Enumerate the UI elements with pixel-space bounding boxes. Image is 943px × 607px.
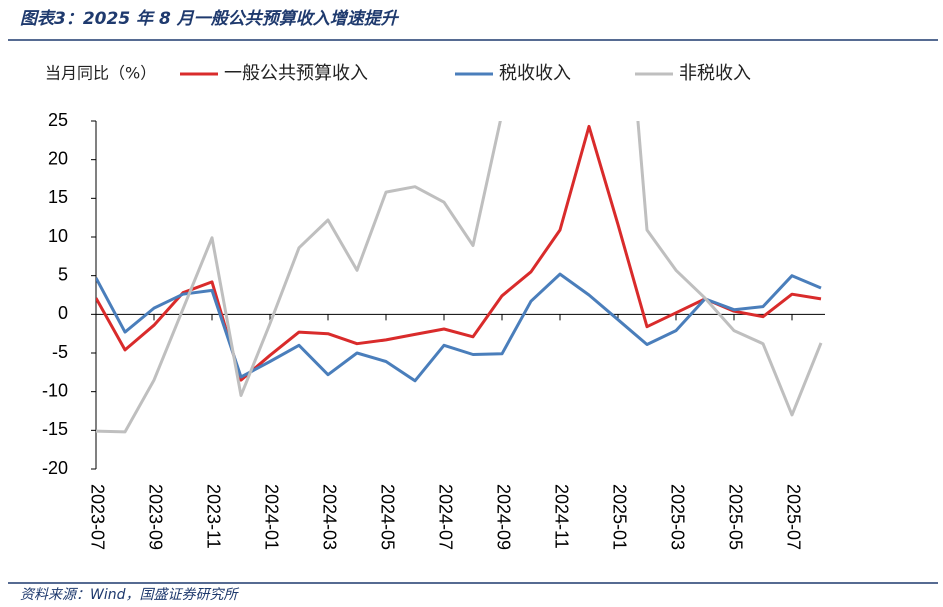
- x-tick-label: 2025-03: [667, 484, 687, 550]
- y-tick-label: -10: [42, 380, 68, 400]
- x-tick-label: 2025-07: [783, 484, 803, 550]
- x-tick-label: 2024-05: [377, 484, 397, 550]
- x-tick-label: 2024-03: [319, 484, 339, 550]
- y-tick-label: 20: [48, 148, 68, 168]
- y-tick-label: -20: [42, 458, 68, 478]
- x-tick-label: 2023-11: [203, 484, 223, 549]
- line-series: [96, 124, 822, 382]
- y-tick-label: 10: [48, 226, 68, 246]
- x-tick-label: 2023-09: [145, 484, 165, 550]
- y-tick-label: 0: [58, 303, 68, 323]
- x-tick-label: 2023-07: [87, 484, 107, 550]
- source: 资料来源：Wind，国盛证券研究所: [20, 587, 239, 603]
- y-tick-label: 5: [58, 264, 68, 284]
- chart-title: 图表3：2025 年 8 月一般公共预算收入增速提升: [20, 9, 400, 29]
- y-axis-label: 当月同比（%）: [45, 64, 156, 83]
- line-series: [96, 121, 823, 434]
- x-tick-label: 2024-07: [435, 484, 455, 550]
- y-tick-label: 15: [48, 187, 68, 207]
- x-tick-label: 2024-11: [551, 484, 571, 549]
- legend-label: 非税收入: [679, 63, 751, 84]
- y-tick-label: -5: [52, 342, 68, 362]
- y-tick-label: -15: [42, 419, 68, 439]
- y-tick-label: 25: [48, 110, 68, 130]
- legend-label: 一般公共预算收入: [224, 63, 368, 84]
- x-tick-label: 2024-01: [261, 484, 281, 550]
- plot-area: [96, 121, 823, 434]
- x-tick-label: 2025-05: [725, 484, 745, 550]
- line-series: [96, 272, 822, 383]
- x-tick-label: 2025-01: [609, 484, 629, 550]
- legend-label: 税收收入: [499, 63, 571, 84]
- x-tick-label: 2024-09: [493, 484, 513, 550]
